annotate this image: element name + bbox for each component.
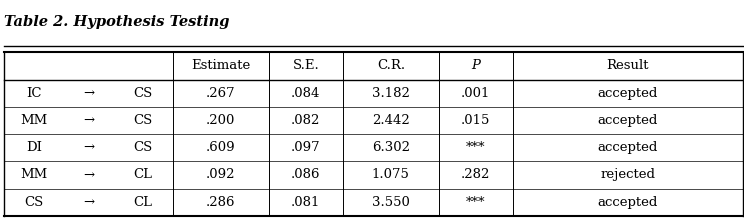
Text: 1.075: 1.075 [372,169,410,181]
Text: .286: .286 [206,196,236,209]
Text: →: → [83,87,94,100]
Text: .282: .282 [461,169,490,181]
Text: 6.302: 6.302 [372,141,410,154]
Text: accepted: accepted [597,114,658,127]
Text: S.E.: S.E. [292,60,319,72]
Text: →: → [83,169,94,181]
Text: .097: .097 [291,141,321,154]
Text: .092: .092 [206,169,236,181]
Text: .267: .267 [206,87,236,100]
Text: 3.550: 3.550 [372,196,410,209]
Text: C.R.: C.R. [376,60,405,72]
Text: ***: *** [466,141,486,154]
Text: Table 2. Hypothesis Testing: Table 2. Hypothesis Testing [4,15,229,29]
Text: accepted: accepted [597,196,658,209]
Text: MM: MM [20,169,48,181]
Text: CS: CS [133,141,153,154]
Text: →: → [83,141,94,154]
Text: CL: CL [133,196,152,209]
Text: 2.442: 2.442 [372,114,410,127]
Text: .082: .082 [291,114,321,127]
Text: 3.182: 3.182 [372,87,410,100]
Text: .084: .084 [291,87,321,100]
Text: CS: CS [133,87,153,100]
Text: .086: .086 [291,169,321,181]
Text: .200: .200 [206,114,236,127]
Text: MM: MM [20,114,48,127]
Text: .609: .609 [206,141,236,154]
Text: accepted: accepted [597,141,658,154]
Text: accepted: accepted [597,87,658,100]
Text: Estimate: Estimate [191,60,251,72]
Text: CS: CS [133,114,153,127]
Text: CS: CS [25,196,44,209]
Text: .001: .001 [461,87,490,100]
Text: CL: CL [133,169,152,181]
Text: →: → [83,196,94,209]
Text: .015: .015 [461,114,490,127]
Text: →: → [83,114,94,127]
Text: Result: Result [606,60,649,72]
Text: ***: *** [466,196,486,209]
Text: .081: .081 [291,196,321,209]
Text: IC: IC [26,87,42,100]
Text: DI: DI [26,141,42,154]
Text: rejected: rejected [600,169,655,181]
Text: P: P [472,60,480,72]
